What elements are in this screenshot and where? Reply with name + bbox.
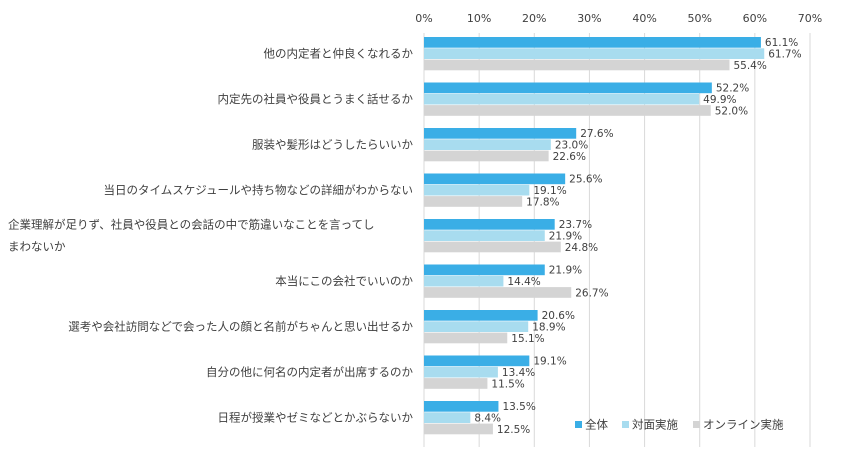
data-label: 55.4% — [733, 60, 766, 72]
data-label: 25.6% — [569, 174, 602, 186]
legend-swatch — [575, 421, 582, 428]
bar-1-5 — [424, 219, 555, 230]
bar-3-9 — [424, 423, 493, 435]
bars — [424, 37, 765, 435]
bar-1-8 — [424, 355, 530, 367]
data-label: 14.4% — [507, 276, 540, 288]
bar-2-2 — [424, 93, 700, 105]
category-label: 自分の他に何名の内定者が出席するのか — [206, 365, 413, 379]
x-tick-label: 20% — [522, 12, 546, 25]
bar-2-9 — [424, 412, 471, 423]
bar-1-9 — [424, 401, 499, 412]
x-tick-label: 50% — [687, 12, 711, 25]
data-label: 11.5% — [491, 378, 524, 390]
bar-2-5 — [424, 230, 545, 241]
data-label: 27.6% — [580, 128, 613, 140]
data-label: 26.7% — [575, 287, 608, 299]
bar-2-1 — [424, 48, 765, 59]
data-label: 61.1% — [765, 37, 798, 49]
data-label: 22.6% — [553, 151, 586, 163]
legend: 全体 対面実施 オンライン実施 — [575, 418, 784, 432]
bar-3-2 — [424, 105, 711, 116]
data-label: 61.7% — [768, 48, 801, 60]
data-label: 52.2% — [716, 83, 749, 95]
bar-2-6 — [424, 275, 504, 287]
category-label: 服装や髪形はどうしたらいいか — [252, 137, 413, 151]
category-label: 選考や会社訪問などで会った人の顔と名前がちゃんと思い出せるか — [68, 319, 413, 333]
data-label: 12.5% — [497, 424, 530, 436]
category-label: 本当にこの会社でいいのか — [275, 274, 413, 288]
x-tick-label: 0% — [415, 12, 432, 25]
bar-2-4 — [424, 184, 530, 196]
bar-3-6 — [424, 287, 572, 298]
data-label: 15.1% — [511, 333, 544, 345]
legend-label: 対面実施 — [632, 418, 678, 432]
data-label: 52.0% — [715, 105, 748, 117]
data-label: 17.8% — [526, 196, 559, 208]
category-label: 他の内定者と仲良くなれるか — [264, 46, 414, 60]
x-tick-label: 30% — [577, 12, 601, 25]
bar-2-8 — [424, 366, 498, 378]
legend-label: 全体 — [585, 418, 608, 432]
bar-1-1 — [424, 37, 761, 48]
bar-3-4 — [424, 196, 523, 207]
data-label: 13.4% — [502, 367, 535, 379]
category-label: 日程が授業やゼミなどとかぶらないか — [218, 410, 414, 424]
bar-1-2 — [424, 82, 712, 94]
data-label: 21.9% — [549, 230, 582, 242]
data-label: 24.8% — [565, 242, 598, 254]
bar-3-7 — [424, 332, 508, 344]
data-label: 23.0% — [555, 139, 588, 151]
data-label: 18.9% — [532, 321, 565, 333]
data-label: 20.6% — [542, 310, 575, 322]
data-label: 23.7% — [559, 219, 592, 231]
bar-3-8 — [424, 378, 488, 389]
bar-1-7 — [424, 310, 538, 321]
x-tick-label: 10% — [467, 12, 491, 25]
legend-swatch — [693, 421, 700, 428]
bar-1-3 — [424, 128, 577, 139]
x-tick-label: 70% — [798, 12, 822, 25]
legend-swatch — [622, 421, 629, 428]
category-label: 当日のタイムスケジュールや持ち物などの詳細がわからない — [104, 183, 413, 197]
data-label: 21.9% — [549, 265, 582, 277]
bar-3-5 — [424, 241, 561, 253]
data-labels: 61.1%61.7%55.4% 52.2%49.9%52.0% 27.6%23.0%… — [474, 37, 801, 436]
data-label: 19.1% — [533, 185, 566, 197]
x-axis-ticks: 0% 10% 20% 30% 40% 50% 60% 70% — [415, 12, 822, 25]
data-label: 8.4% — [474, 412, 501, 424]
bar-2-7 — [424, 321, 529, 332]
category-labels: 他の内定者と仲良くなれるか内定先の社員や役員とうまく話せるか服装や髪形はどうした… — [8, 46, 413, 424]
category-label: 内定先の社員や役員とうまく話せるか — [218, 92, 414, 106]
bar-1-6 — [424, 264, 545, 276]
bar-1-4 — [424, 173, 566, 185]
data-label: 19.1% — [533, 356, 566, 368]
data-label: 49.9% — [703, 94, 736, 106]
bar-3-3 — [424, 150, 549, 162]
bar-2-3 — [424, 139, 551, 150]
legend-label: オンライン実施 — [703, 418, 784, 432]
data-label: 13.5% — [502, 401, 535, 413]
bar-3-1 — [424, 59, 730, 71]
x-tick-label: 40% — [632, 12, 656, 25]
category-label: 企業理解が足りず、社員や役員との会話の中で筋違いなことを言ってしまわないか — [8, 217, 375, 253]
x-tick-label: 60% — [743, 12, 767, 25]
